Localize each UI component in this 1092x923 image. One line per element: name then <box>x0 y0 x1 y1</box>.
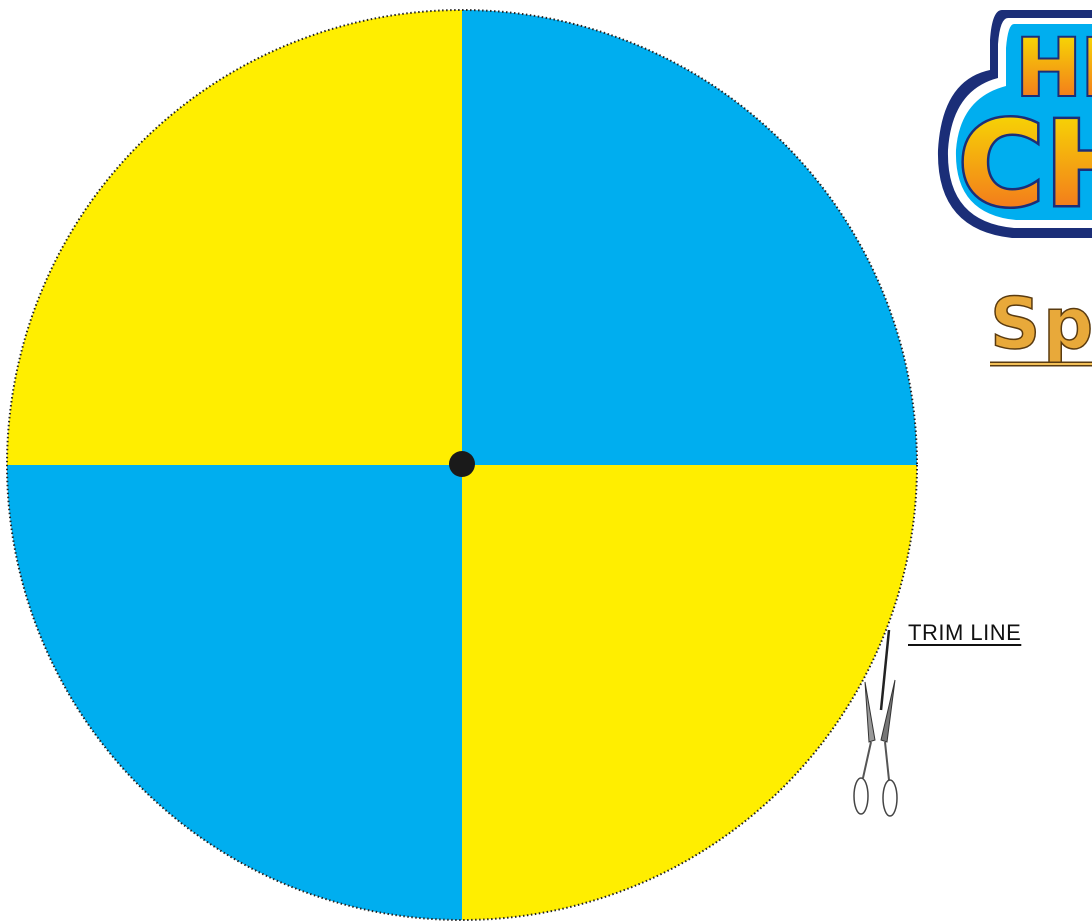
svg-text:Spi: Spi <box>990 283 1092 365</box>
spinner-title: Spi <box>989 282 1092 377</box>
logo-line1: HE <box>1016 24 1092 114</box>
center-dot <box>449 451 475 477</box>
logo-line2: CH <box>958 95 1092 233</box>
game-logo: HE CH <box>937 10 1092 238</box>
trim-line-label: TRIM LINE <box>908 620 1022 645</box>
spinner-wheel <box>6 9 918 921</box>
quadrant-top-left <box>7 10 462 465</box>
trim-line-circle <box>6 9 918 921</box>
scissors-icon <box>853 630 898 817</box>
quadrant-top-right <box>462 10 917 465</box>
